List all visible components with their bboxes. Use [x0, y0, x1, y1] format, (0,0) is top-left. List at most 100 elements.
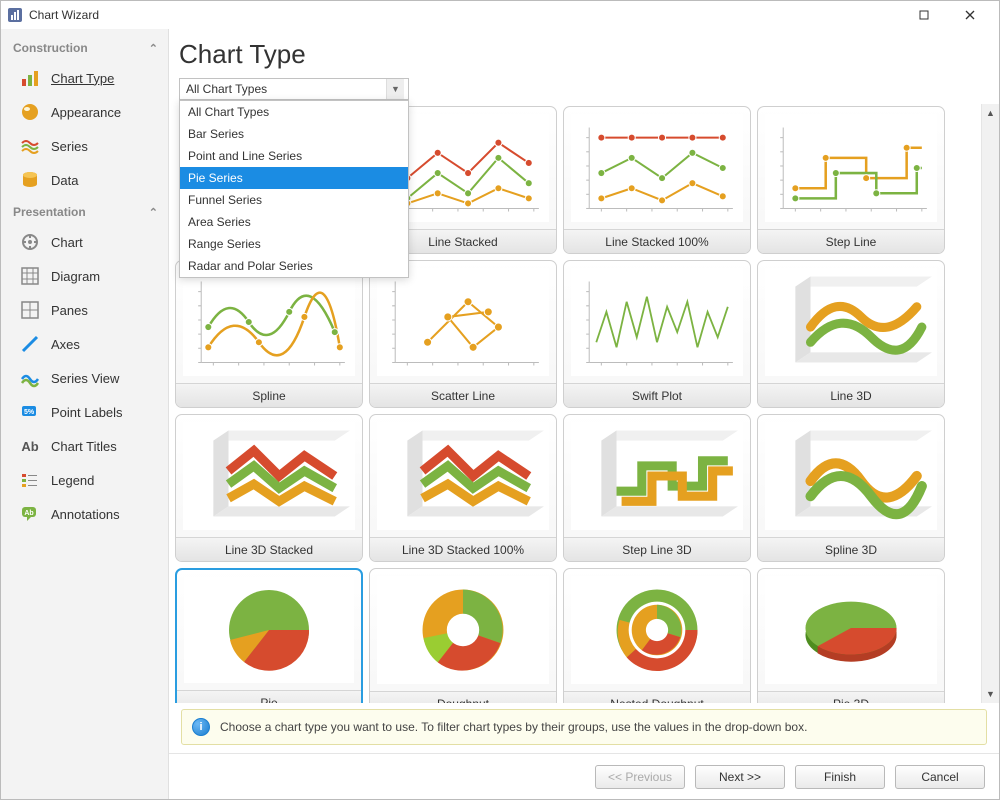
chart-card-step-line-3d[interactable]: Step Line 3D	[563, 414, 751, 562]
info-icon: i	[192, 718, 210, 736]
maximize-button[interactable]	[901, 1, 947, 29]
chart-card-label: Pie 3D	[758, 691, 944, 703]
sidebar-item-label: Series View	[51, 371, 119, 386]
previous-button[interactable]: << Previous	[595, 765, 685, 789]
chart-card-label: Line 3D	[758, 383, 944, 407]
chart-thumbnail	[765, 422, 937, 530]
chart-card-line-3d-stacked[interactable]: Line 3D Stacked	[175, 414, 363, 562]
chart-thumbnail	[571, 576, 743, 684]
chart-card-line-3d[interactable]: Line 3D	[757, 260, 945, 408]
chart-thumbnail	[183, 268, 355, 376]
sidebar-item-label: Chart	[51, 235, 83, 250]
finish-button[interactable]: Finish	[795, 765, 885, 789]
dropdown-item[interactable]: Bar Series	[180, 123, 408, 145]
chart-card-spline-3d[interactable]: Spline 3D	[757, 414, 945, 562]
sidebar-item-label: Diagram	[51, 269, 100, 284]
sidebar-section-header[interactable]: Construction⌃	[1, 33, 168, 61]
sidebar-item-label: Series	[51, 139, 88, 154]
sidebar-item-chart-type[interactable]: Chart Type	[1, 61, 168, 95]
chart-card-line-stacked-100[interactable]: Line Stacked 100%	[563, 106, 751, 254]
hint-bar: i Choose a chart type you want to use. T…	[181, 709, 987, 745]
series-icon	[19, 135, 41, 157]
dropdown-item[interactable]: Point and Line Series	[180, 145, 408, 167]
filter-selected-value: All Chart Types	[186, 82, 267, 96]
chart-thumbnail	[571, 422, 743, 530]
chart-card-label: Spline 3D	[758, 537, 944, 561]
series-view-icon	[19, 367, 41, 389]
chart-card-scatter-line[interactable]: Scatter Line	[369, 260, 557, 408]
chart-card-pie[interactable]: Pie	[175, 568, 363, 703]
sidebar-item-diagram[interactable]: Diagram	[1, 259, 168, 293]
sidebar-item-label: Axes	[51, 337, 80, 352]
sidebar-item-series-view[interactable]: Series View	[1, 361, 168, 395]
chart-card-label: Nested Doughnut	[564, 691, 750, 703]
data-icon	[19, 169, 41, 191]
chart-thumbnail	[183, 422, 355, 530]
gallery-scrollbar[interactable]: ▲ ▼	[981, 104, 999, 703]
svg-text:Ab: Ab	[21, 439, 38, 454]
sidebar-item-axes[interactable]: Axes	[1, 327, 168, 361]
page-title: Chart Type	[179, 39, 981, 70]
dropdown-item[interactable]: Radar and Polar Series	[180, 255, 408, 277]
sidebar-section-header[interactable]: Presentation⌃	[1, 197, 168, 225]
sidebar-item-series[interactable]: Series	[1, 129, 168, 163]
sidebar-item-data[interactable]: Data	[1, 163, 168, 197]
chart-thumbnail	[765, 576, 937, 684]
sidebar-item-chart[interactable]: Chart	[1, 225, 168, 259]
app-icon	[7, 7, 23, 23]
close-button[interactable]	[947, 1, 993, 29]
svg-text:5%: 5%	[24, 409, 35, 416]
sidebar-item-annotations[interactable]: AbAnnotations	[1, 497, 168, 531]
titlebar: Chart Wizard	[1, 1, 999, 29]
legend-icon	[19, 469, 41, 491]
chart-card-spline[interactable]: Spline	[175, 260, 363, 408]
chart-card-label: Scatter Line	[370, 383, 556, 407]
window-title: Chart Wizard	[29, 8, 901, 22]
cancel-button[interactable]: Cancel	[895, 765, 985, 789]
sidebar-item-point-labels[interactable]: 5% Point Labels	[1, 395, 168, 429]
svg-text:Ab: Ab	[24, 510, 33, 517]
chart-card-label: Line Stacked 100%	[564, 229, 750, 253]
diagram-icon	[19, 265, 41, 287]
chart-card-label: Doughnut	[370, 691, 556, 703]
sidebar-item-panes[interactable]: Panes	[1, 293, 168, 327]
chart-card-doughnut[interactable]: Doughnut	[369, 568, 557, 703]
chart-thumbnail	[184, 577, 354, 683]
chart-card-label: Step Line 3D	[564, 537, 750, 561]
sidebar-item-appearance[interactable]: Appearance	[1, 95, 168, 129]
chart-card-swift-plot[interactable]: Swift Plot	[563, 260, 751, 408]
chart-thumbnail	[377, 268, 549, 376]
chart-card-step-line[interactable]: Step Line	[757, 106, 945, 254]
chart-filter-dropdown[interactable]: All Chart TypesBar SeriesPoint and Line …	[179, 100, 409, 278]
chart-icon	[19, 231, 41, 253]
dropdown-item[interactable]: Area Series	[180, 211, 408, 233]
chart-filter-select[interactable]: All Chart Types ▼	[179, 78, 409, 100]
chevron-up-icon: ⌃	[149, 206, 158, 219]
dropdown-item[interactable]: All Chart Types	[180, 101, 408, 123]
chart-wizard-window: Chart Wizard Construction⌃Chart TypeAppe…	[0, 0, 1000, 800]
chart-thumbnail	[571, 114, 743, 222]
dropdown-item[interactable]: Range Series	[180, 233, 408, 255]
chart-card-pie-3d[interactable]: Pie 3D	[757, 568, 945, 703]
chart-type-icon	[19, 67, 41, 89]
scroll-down-icon[interactable]: ▼	[982, 685, 999, 703]
sidebar-item-label: Data	[51, 173, 78, 188]
chart-card-label: Spline	[176, 383, 362, 407]
wizard-footer: << Previous Next >> Finish Cancel	[169, 753, 999, 799]
dropdown-item[interactable]: Pie Series	[180, 167, 408, 189]
chevron-up-icon: ⌃	[149, 42, 158, 55]
appearance-icon	[19, 101, 41, 123]
next-button[interactable]: Next >>	[695, 765, 785, 789]
sidebar-item-label: Chart Titles	[51, 439, 117, 454]
dropdown-item[interactable]: Funnel Series	[180, 189, 408, 211]
chart-card-line-3d-stacked-100[interactable]: Line 3D Stacked 100%	[369, 414, 557, 562]
sidebar-item-label: Legend	[51, 473, 94, 488]
sidebar-item-label: Point Labels	[51, 405, 123, 420]
sidebar-item-chart-titles[interactable]: Ab Chart Titles	[1, 429, 168, 463]
point-labels-icon: 5%	[19, 401, 41, 423]
chart-card-nested-doughnut[interactable]: Nested Doughnut	[563, 568, 751, 703]
sidebar-item-legend[interactable]: Legend	[1, 463, 168, 497]
scroll-up-icon[interactable]: ▲	[982, 104, 999, 122]
sidebar-item-label: Appearance	[51, 105, 121, 120]
annotations-icon: Ab	[19, 503, 41, 525]
